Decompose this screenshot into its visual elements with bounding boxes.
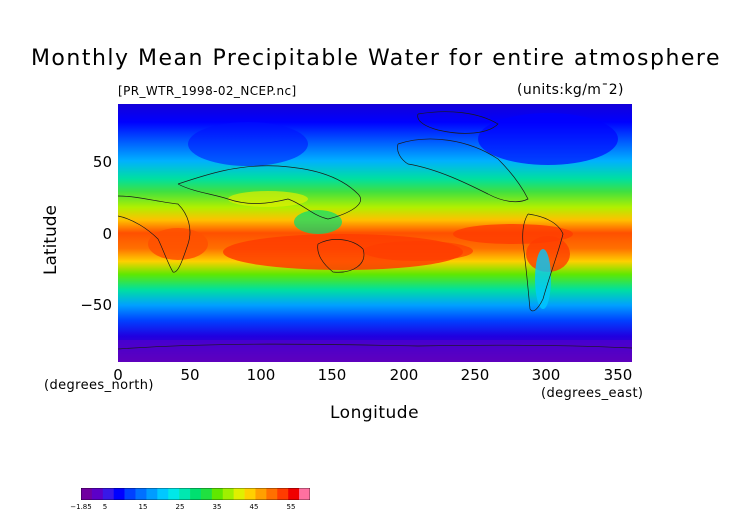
x-tick-label: 350 [603, 366, 633, 384]
x-tick-label: 0 [113, 366, 123, 384]
y-axis-label: Latitude [41, 205, 61, 275]
x-tick-label: 100 [246, 366, 276, 384]
y-tick-label: −50 [80, 296, 112, 314]
map-title: Monthly Mean Precipitable Water for enti… [30, 46, 722, 71]
colorbar [81, 488, 310, 500]
x-tick-label: 250 [460, 366, 490, 384]
colorbar-swatch [190, 488, 202, 500]
colorbar-swatch [299, 488, 310, 500]
coastlines [118, 111, 632, 350]
colorbar-swatch [113, 488, 125, 500]
file-label: [PR_WTR_1998-02_NCEP.nc] [118, 84, 297, 98]
units-label: (units:kg/m¯2) [517, 82, 624, 98]
colorbar-swatch [135, 488, 147, 500]
colorbar-swatch [179, 488, 191, 500]
colorbar-swatch [288, 488, 300, 500]
dry-region [478, 113, 618, 165]
andes-dry-region [535, 249, 551, 309]
colorbar-swatch [157, 488, 169, 500]
colorbar-tick-label: −1.85 [70, 503, 92, 511]
colorbar-tick-label: 5 [102, 503, 108, 511]
colorbar-swatch [81, 488, 93, 500]
y-unit-label: (degrees_north) [44, 378, 154, 393]
tropical-moisture-band [228, 191, 308, 207]
x-tick-label: 300 [531, 366, 561, 384]
precipitable-water-map [118, 104, 632, 362]
dry-region [188, 122, 308, 166]
colorbar-tick-label: 25 [175, 503, 185, 511]
y-tick-label: 50 [92, 153, 112, 171]
colorbar-swatch [168, 488, 180, 500]
x-axis-label: Longitude [330, 403, 420, 423]
colorbar-swatch [211, 488, 224, 500]
colorbar-swatch [233, 488, 245, 500]
colorbar-swatch [124, 488, 136, 500]
colorbar-swatch [277, 488, 289, 500]
colorbar-swatch [255, 488, 267, 500]
x-unit-label: (degrees_east) [541, 386, 644, 401]
colorbar-swatch [222, 488, 234, 500]
tropical-moisture-band [363, 241, 473, 261]
x-tick-label: 200 [389, 366, 419, 384]
colorbar-tick-label: 45 [249, 503, 259, 511]
colorbar-tick-label: 15 [138, 503, 148, 511]
colorbar-tick-label: 55 [286, 503, 296, 511]
x-tick-label: 50 [180, 366, 200, 384]
colorbar-swatch [200, 488, 213, 500]
y-tick-label: 0 [102, 225, 112, 243]
tropical-moisture-band [148, 228, 208, 260]
colorbar-swatch [266, 488, 278, 500]
colorbar-swatch [91, 488, 104, 500]
colorbar-swatch [244, 488, 256, 500]
colorbar-swatch [102, 488, 115, 500]
colorbar-swatch [146, 488, 158, 500]
antarctic-region [118, 340, 632, 362]
x-tick-label: 150 [317, 366, 347, 384]
colorbar-tick-label: 35 [212, 503, 222, 511]
dry-region [294, 210, 342, 234]
